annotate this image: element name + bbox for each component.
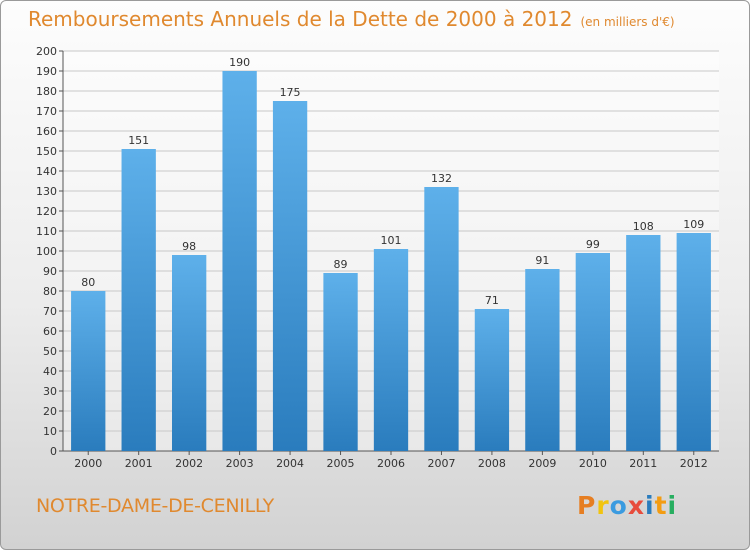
bar: [222, 71, 257, 451]
bar: [575, 253, 611, 451]
bar: [424, 187, 459, 451]
x-tick-label: 2000: [74, 457, 102, 470]
y-tick-label: 20: [43, 405, 57, 418]
data-label: 175: [280, 86, 301, 99]
data-label: 99: [586, 238, 600, 251]
bar: [474, 309, 510, 451]
data-label: 89: [334, 258, 348, 271]
y-tick-label: 100: [36, 245, 57, 258]
data-label: 101: [381, 234, 402, 247]
bar: [525, 269, 560, 451]
commune-name: NOTRE-DAME-DE-CENILLY: [36, 495, 274, 517]
bar: [71, 291, 106, 451]
y-tick-label: 120: [36, 205, 57, 218]
data-label: 98: [182, 240, 196, 253]
y-tick-label: 180: [36, 85, 57, 98]
y-tick-label: 190: [36, 65, 57, 78]
x-tick-label: 2007: [427, 457, 455, 470]
data-label: 151: [128, 134, 149, 147]
x-tick-label: 2011: [629, 457, 657, 470]
y-tick-label: 80: [43, 285, 57, 298]
x-tick-label: 2012: [680, 457, 708, 470]
bar: [121, 149, 156, 451]
title-row: Remboursements Annuels de la Dette de 20…: [28, 7, 675, 31]
bar: [272, 101, 308, 451]
x-tick-label: 2002: [175, 457, 203, 470]
x-tick-label: 2003: [226, 457, 254, 470]
bar: [676, 233, 711, 451]
logo-letter: o: [609, 491, 628, 520]
x-tick-label: 2005: [327, 457, 355, 470]
y-tick-label: 110: [36, 225, 57, 238]
logo-letter: t: [654, 491, 668, 520]
proxiti-logo[interactable]: Proxiti: [577, 491, 677, 520]
chart-subtitle: (en milliers d'€): [580, 15, 675, 29]
y-tick-label: 170: [36, 105, 57, 118]
bar: [171, 255, 207, 451]
x-tick-label: 2004: [276, 457, 304, 470]
y-tick-label: 50: [43, 345, 57, 358]
data-label: 190: [229, 56, 250, 69]
data-label: 109: [683, 218, 704, 231]
y-tick-label: 70: [43, 305, 57, 318]
data-label: 91: [535, 254, 549, 267]
y-tick-label: 160: [36, 125, 57, 138]
data-label: 80: [81, 276, 95, 289]
bar: [373, 249, 409, 451]
logo-letter: i: [645, 491, 655, 520]
logo-letter: r: [596, 491, 610, 520]
x-tick-label: 2008: [478, 457, 506, 470]
logo-letter: i: [667, 491, 678, 520]
y-tick-label: 0: [50, 445, 57, 458]
x-tick-label: 2006: [377, 457, 405, 470]
data-label: 71: [485, 294, 499, 307]
data-label: 132: [431, 172, 452, 185]
x-tick-label: 2001: [125, 457, 153, 470]
x-tick-label: 2009: [528, 457, 556, 470]
y-tick-label: 10: [43, 425, 57, 438]
x-tick-label: 2010: [579, 457, 607, 470]
logo-letter: x: [627, 491, 645, 520]
y-tick-label: 140: [36, 165, 57, 178]
y-tick-label: 90: [43, 265, 57, 278]
logo-letter: P: [577, 491, 597, 520]
y-tick-label: 60: [43, 325, 57, 338]
bar: [323, 273, 358, 451]
chart-title: Remboursements Annuels de la Dette de 20…: [28, 7, 573, 31]
bar: [626, 235, 661, 451]
y-tick-label: 130: [36, 185, 57, 198]
y-tick-label: 40: [43, 365, 57, 378]
y-tick-label: 150: [36, 145, 57, 158]
y-tick-label: 30: [43, 385, 57, 398]
data-label: 108: [633, 220, 654, 233]
y-tick-label: 200: [36, 45, 57, 58]
